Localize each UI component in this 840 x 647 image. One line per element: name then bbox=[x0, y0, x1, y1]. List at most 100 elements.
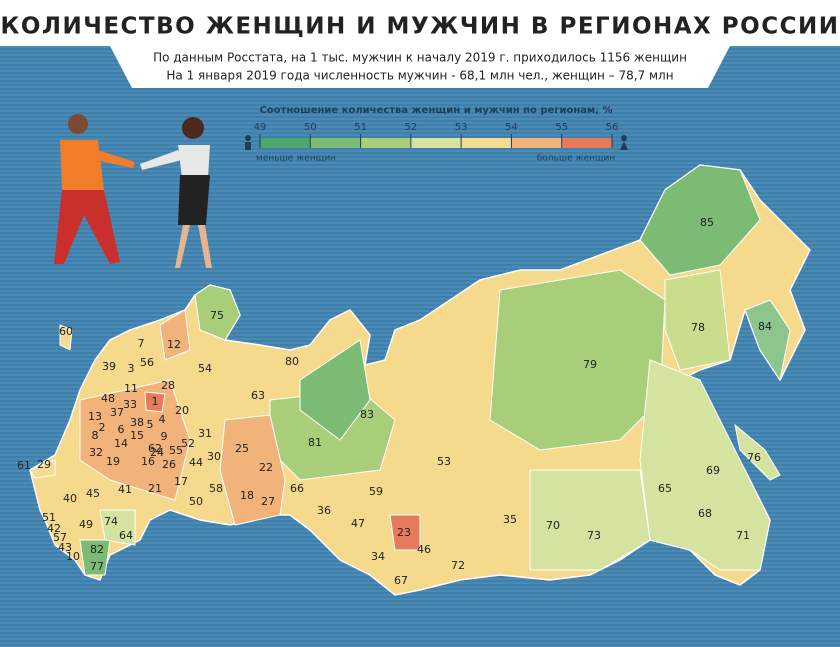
region-area bbox=[489, 269, 666, 451]
region-label: 81 bbox=[308, 436, 322, 449]
map bbox=[29, 164, 811, 596]
region-label: 43 bbox=[58, 541, 72, 554]
region-label: 15 bbox=[130, 429, 144, 442]
region-label: 45 bbox=[86, 487, 100, 500]
female-icon bbox=[620, 135, 628, 150]
region-label: 40 bbox=[63, 492, 77, 505]
region-label: 36 bbox=[317, 504, 331, 517]
region-label: 31 bbox=[198, 427, 212, 440]
region-label: 37 bbox=[110, 406, 124, 419]
region-label: 2 bbox=[99, 421, 106, 434]
legend-swatch bbox=[461, 138, 512, 148]
region-label: 19 bbox=[106, 455, 120, 468]
legend-tick-label: 55 bbox=[555, 122, 568, 133]
region-area bbox=[299, 339, 371, 441]
region-label: 20 bbox=[175, 404, 189, 417]
region-label: 22 bbox=[259, 461, 273, 474]
region-label: 70 bbox=[546, 519, 560, 532]
region-label: 27 bbox=[261, 495, 275, 508]
legend-high: больше женщин bbox=[537, 154, 616, 164]
region-area bbox=[744, 299, 791, 382]
region-label: 83 bbox=[360, 408, 374, 421]
region-label: 52 bbox=[181, 437, 195, 450]
region-area bbox=[144, 391, 166, 413]
region-label: 82 bbox=[90, 543, 104, 556]
region-label: 24 bbox=[150, 446, 164, 459]
legend-tick-label: 54 bbox=[505, 122, 518, 133]
region-label: 17 bbox=[174, 475, 188, 488]
region-label: 53 bbox=[437, 455, 451, 468]
region-label: 5 bbox=[147, 418, 154, 431]
region-area bbox=[639, 359, 771, 571]
region-area bbox=[99, 509, 136, 546]
region-area bbox=[734, 423, 781, 481]
region-label: 47 bbox=[351, 517, 365, 530]
legend-tick-label: 49 bbox=[254, 122, 267, 133]
region-label: 4 bbox=[159, 413, 166, 426]
region-label: 28 bbox=[161, 379, 175, 392]
region-area bbox=[639, 164, 761, 276]
region-label: 26 bbox=[162, 458, 176, 471]
region-area bbox=[664, 269, 731, 371]
region-label: 6 bbox=[118, 423, 125, 436]
region-label: 3 bbox=[128, 362, 135, 375]
region-label: 35 bbox=[503, 513, 517, 526]
region-label: 72 bbox=[451, 559, 465, 572]
region-label: 54 bbox=[198, 362, 212, 375]
region-label: 85 bbox=[700, 216, 714, 229]
legend-tick-label: 51 bbox=[354, 122, 367, 133]
subtitle: На 1 января 2019 года численность мужчин… bbox=[166, 69, 673, 83]
region-label: 74 bbox=[104, 515, 118, 528]
region-label: 16 bbox=[141, 455, 155, 468]
region-label: 60 bbox=[59, 325, 73, 338]
region-label: 69 bbox=[706, 464, 720, 477]
legend-swatch bbox=[310, 138, 361, 148]
region-label: 73 bbox=[587, 529, 601, 542]
subtitle: По данным Росстата, на 1 тыс. мужчин к н… bbox=[153, 51, 687, 65]
region-label: 64 bbox=[119, 529, 133, 542]
title: КОЛИЧЕСТВО ЖЕНЩИН И МУЖЧИН В РЕГИОНАХ РО… bbox=[1, 14, 840, 40]
region-label: 9 bbox=[161, 430, 168, 443]
region-label: 11 bbox=[124, 382, 138, 395]
region-label: 30 bbox=[207, 450, 221, 463]
region-area bbox=[219, 414, 286, 526]
region-area bbox=[529, 469, 651, 571]
legend-tick-label: 52 bbox=[404, 122, 417, 133]
legend-tick-label: 53 bbox=[455, 122, 468, 133]
region-label: 23 bbox=[397, 526, 411, 539]
region-label: 1 bbox=[152, 395, 159, 408]
region-label: 59 bbox=[369, 485, 383, 498]
region-label: 78 bbox=[691, 321, 705, 334]
region-label: 10 bbox=[66, 550, 80, 563]
legend-swatch bbox=[511, 138, 562, 148]
legend-low: меньше женщин bbox=[256, 154, 336, 164]
region-label: 48 bbox=[101, 392, 115, 405]
region-label: 66 bbox=[290, 482, 304, 495]
region-label: 62 bbox=[148, 442, 162, 455]
region-label: 65 bbox=[658, 482, 672, 495]
region-label: 63 bbox=[251, 389, 265, 402]
region-label: 79 bbox=[583, 358, 597, 371]
region-label: 49 bbox=[79, 518, 93, 531]
region-label: 34 bbox=[371, 550, 385, 563]
legend-tick-label: 56 bbox=[606, 122, 619, 133]
region-label: 58 bbox=[209, 482, 223, 495]
region-label: 14 bbox=[114, 437, 128, 450]
region-label: 21 bbox=[148, 482, 162, 495]
region-area bbox=[59, 324, 73, 351]
region-label: 80 bbox=[285, 355, 299, 368]
region-label: 18 bbox=[240, 489, 254, 502]
region-label: 77 bbox=[90, 560, 104, 573]
legend-swatch bbox=[260, 138, 311, 148]
region-label: 67 bbox=[394, 574, 408, 587]
male-icon bbox=[245, 135, 251, 150]
legend-tick-label: 50 bbox=[304, 122, 317, 133]
region-label: 7 bbox=[138, 337, 145, 350]
region-label: 71 bbox=[736, 529, 750, 542]
region-area bbox=[389, 514, 421, 551]
legend-swatch bbox=[410, 138, 462, 148]
legend: Соотношение количества женщин и мужчин п… bbox=[245, 105, 628, 164]
legend-title: Соотношение количества женщин и мужчин п… bbox=[259, 105, 612, 116]
region-label: 29 bbox=[37, 458, 51, 471]
